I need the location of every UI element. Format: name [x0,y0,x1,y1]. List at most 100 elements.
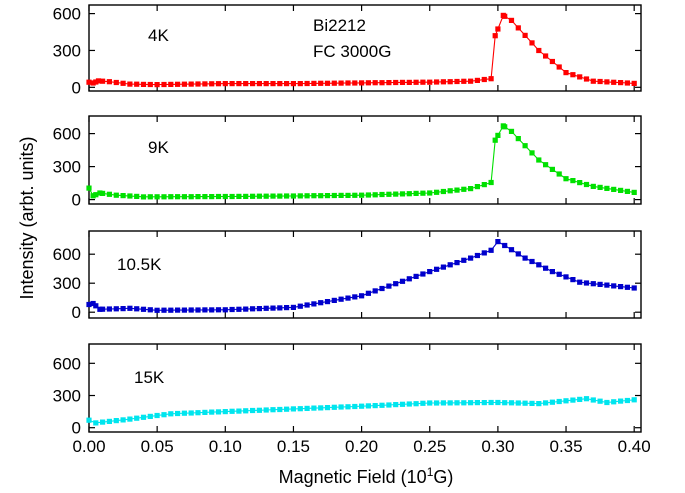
data-point [127,305,133,311]
x-axis-title: Magnetic Field (101G) [279,465,454,487]
data-point [352,294,358,300]
data-point [318,80,324,86]
panel-frame [88,115,642,205]
panel-label: 10.5K [117,255,162,274]
data-point [120,80,126,86]
data-point [447,188,453,194]
data-point [195,81,201,87]
data-point [597,398,603,404]
data-point [631,397,637,403]
data-point [297,81,303,87]
data-point [290,406,296,412]
data-point [168,194,174,200]
data-point [597,78,603,85]
data-point [427,79,433,85]
data-point [229,306,235,313]
data-point [379,80,385,86]
data-point [495,26,501,32]
data-point [508,128,515,134]
data-point [502,124,508,130]
data-point [474,184,480,190]
data-point [284,406,290,412]
data-point [549,58,555,65]
data-point [324,80,331,86]
data-point [440,264,446,270]
panel-1: 0 300 600 4K [53,4,642,97]
data-point [243,408,249,414]
data-point [434,266,440,272]
y-tick-label: 300 [53,387,81,406]
data-point [209,307,215,313]
data-point [420,79,426,85]
data-point [284,193,290,199]
data-point [583,181,590,188]
data-point [331,297,337,303]
data-point [549,166,555,172]
x-tick-label: 0.40 [618,437,651,456]
data-point [508,17,515,23]
data-point [468,400,474,406]
data-point [277,193,283,199]
series-line [88,240,635,311]
data-point [522,255,528,261]
data-point [100,190,106,196]
panel-frame [88,4,642,92]
data-point [106,306,112,312]
data-point [161,81,167,88]
data-point [147,81,153,88]
data-point [154,194,160,200]
data-point [481,182,487,188]
data-point [427,269,433,275]
data-point [515,400,521,406]
x-tick-label: 0.00 [72,437,105,456]
data-point [256,193,262,199]
data-point [188,81,194,87]
data-point [406,191,412,197]
data-point [488,399,494,406]
y-tick-label: 0 [72,303,81,322]
data-point [222,307,228,313]
data-point [134,415,140,421]
data-point [168,307,174,313]
data-point [202,307,208,313]
data-point [113,306,119,312]
data-point [502,400,508,406]
data-point [331,192,337,199]
data-point [399,401,406,407]
data-point [147,194,153,200]
data-point [590,183,596,189]
data-point [154,412,160,419]
data-point [215,193,222,200]
data-point [502,242,508,249]
data-point [236,193,242,199]
panel-frame [88,230,642,319]
data-point [386,80,392,86]
data-point [345,404,351,410]
data-point [468,186,474,192]
data-point [311,80,317,86]
data-point [352,80,358,86]
data-point [236,306,242,312]
data-point [468,255,474,261]
data-point [175,81,181,87]
data-point [611,79,617,85]
data-point [359,403,365,409]
data-point [447,400,453,406]
data-point [256,306,262,312]
data-point [474,77,480,83]
data-point [393,402,399,408]
data-point [209,194,215,200]
data-point [229,408,235,414]
data-point [461,186,467,192]
data-point [256,407,262,413]
data-point [420,271,426,277]
data-point [338,404,344,410]
data-point [420,190,426,196]
data-point [454,187,460,193]
data-point [495,399,501,406]
data-point [577,74,583,80]
data-point [365,403,371,409]
data-point [461,78,467,84]
x-tick-label: 0.30 [481,437,514,456]
data-point [181,194,187,200]
